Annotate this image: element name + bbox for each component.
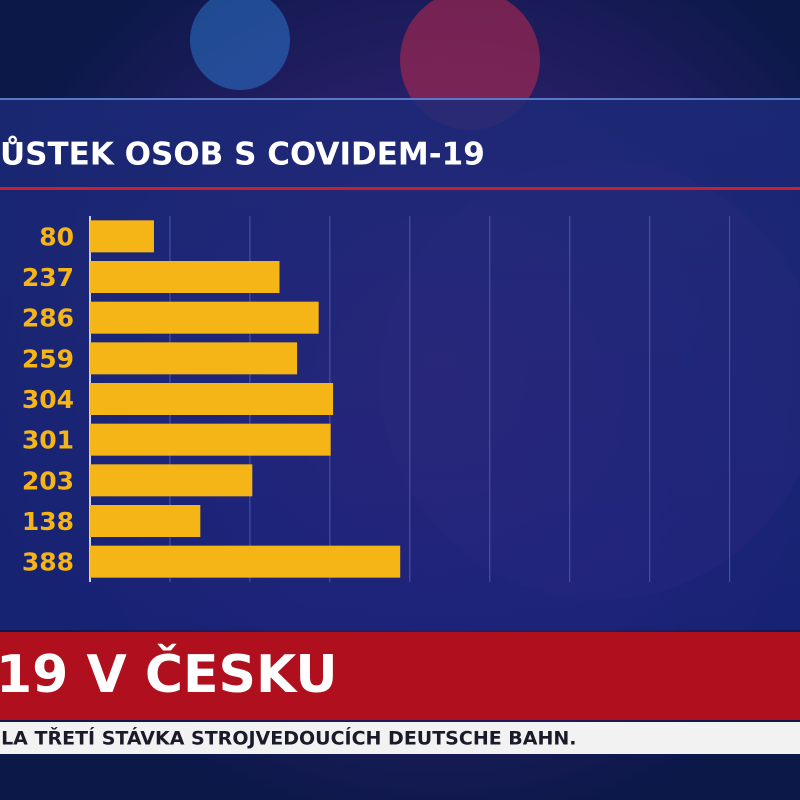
bar — [90, 301, 319, 334]
value-label: 259 — [22, 344, 74, 373]
ticker — [0, 722, 800, 754]
value-label: 203 — [22, 466, 74, 495]
bar — [90, 220, 154, 253]
bar — [90, 261, 280, 293]
virus-decoration — [400, 0, 540, 130]
value-label: 80 — [39, 222, 74, 251]
bar — [90, 383, 334, 415]
value-label: 304 — [22, 385, 74, 414]
chart-title: ŮSTEK OSOB S COVIDEM-19 — [0, 136, 485, 173]
banner — [0, 632, 800, 720]
bar — [90, 464, 253, 497]
title-rule — [0, 187, 800, 190]
plot: 80 237 286 259 304 301 203 138 388 — [22, 216, 731, 582]
value-label: 138 — [22, 507, 74, 536]
panel-border — [0, 98, 800, 100]
virus-decoration — [190, 0, 290, 90]
value-label: 286 — [22, 304, 74, 333]
bar — [90, 342, 298, 375]
banner-title: 19 V ČESKU — [0, 643, 338, 705]
bar — [90, 545, 401, 578]
bar — [90, 505, 201, 537]
value-label: 388 — [22, 548, 74, 577]
ticker-text: ILA TŘETÍ STÁVKA STROJVEDOUCÍCH DEUTSCHE… — [0, 727, 577, 750]
bar — [90, 423, 331, 456]
value-label: 301 — [22, 426, 74, 455]
value-label: 237 — [22, 263, 74, 292]
